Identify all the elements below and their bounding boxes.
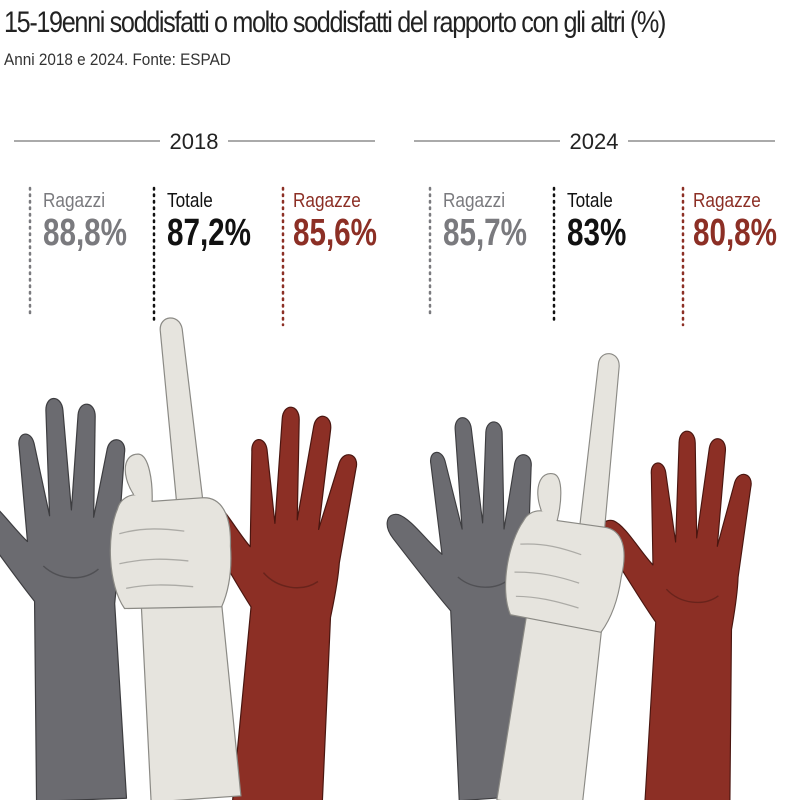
- series-name-ragazze: Ragazze: [693, 189, 761, 212]
- hand-totale-finger: [576, 353, 620, 557]
- series-name-ragazze: Ragazze: [293, 189, 361, 212]
- value-label-totale: 87,2%: [167, 212, 251, 254]
- hand-totale-thumb: [537, 473, 562, 521]
- series-name-ragazzi: Ragazzi: [443, 189, 505, 212]
- series-name-totale: Totale: [167, 189, 213, 212]
- hand-ragazze: [601, 430, 752, 800]
- hand-ragazze-crease: [665, 588, 719, 604]
- series-name-totale: Totale: [567, 189, 613, 212]
- hand-ragazzi-crease: [42, 565, 99, 579]
- hand-ragazzi-shape: [386, 417, 546, 800]
- value-label-totale: 83%: [567, 212, 626, 254]
- hand-ragazzi: [0, 397, 128, 800]
- series-name-ragazzi: Ragazzi: [43, 189, 105, 212]
- value-label-ragazzi: 88,8%: [43, 212, 127, 254]
- hand-totale-fist: [109, 494, 232, 610]
- chart-title: 15-19enni soddisfatti o molto soddisfatt…: [4, 6, 666, 39]
- hand-totale-arm: [140, 596, 242, 800]
- value-label-ragazze: 85,6%: [293, 212, 377, 254]
- hands: [386, 353, 752, 800]
- hand-totale: [109, 317, 242, 800]
- year-label: 2018: [170, 129, 219, 154]
- hand-ragazze-shape: [601, 430, 752, 800]
- hand-totale-fist: [505, 510, 625, 633]
- year-label: 2024: [570, 129, 619, 154]
- hand-totale-thumb: [124, 453, 153, 502]
- value-label-ragazzi: 85,7%: [443, 212, 527, 254]
- hand-totale: [496, 353, 625, 800]
- hands: [0, 317, 358, 800]
- hand-totale-finger: [159, 317, 207, 531]
- hand-ragazzi-shape: [0, 397, 128, 800]
- value-label-ragazze: 80,8%: [693, 212, 777, 254]
- hand-ragazze-crease: [262, 572, 319, 589]
- chart-subtitle: Anni 2018 e 2024. Fonte: ESPAD: [4, 50, 231, 69]
- hand-totale-knuckles: [119, 528, 194, 589]
- hand-totale-knuckles: [514, 543, 582, 609]
